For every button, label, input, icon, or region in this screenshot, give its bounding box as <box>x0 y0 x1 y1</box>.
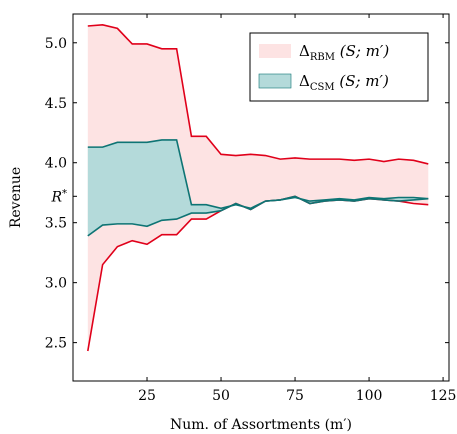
series-areas <box>87 24 429 352</box>
y-tick-label: 3.5 <box>45 216 67 232</box>
band-lower-line-1 <box>87 195 429 237</box>
x-axis-ticks: 25 50 75 100 125 <box>138 14 456 404</box>
y-tick-label: 3.0 <box>45 276 67 292</box>
ref-tick-label: R* <box>50 188 67 205</box>
band-area-1 <box>87 139 429 236</box>
legend-label-1: ΔCSM (S; m′) <box>299 72 389 93</box>
x-tick-label: 50 <box>212 388 230 404</box>
x-tick-label: 25 <box>138 388 156 404</box>
y-tick-label: 4.0 <box>45 156 67 172</box>
x-tick-label: 125 <box>430 388 457 404</box>
legend: ΔRBM (S; m′) ΔCSM (S; m′) <box>249 32 429 102</box>
legend-swatch-0 <box>259 44 291 58</box>
x-tick-label: 100 <box>356 388 383 404</box>
y-tick-label: 2.5 <box>45 336 67 352</box>
plot-frame <box>72 13 450 382</box>
x-tick-label: 75 <box>286 388 304 404</box>
y-tick-label: 4.5 <box>45 96 67 112</box>
legend-swatch-1 <box>258 73 292 89</box>
band-area-0 <box>87 24 429 352</box>
legend-label-0: ΔRBM (S; m′) <box>299 42 389 63</box>
series-lines <box>87 23 429 352</box>
y-tick-label: 5.0 <box>45 36 67 52</box>
x-axis-label: Num. of Assortments (m′) <box>170 417 352 433</box>
y-axis-label: Revenue <box>8 167 24 228</box>
band-upper-line-0 <box>87 23 429 165</box>
